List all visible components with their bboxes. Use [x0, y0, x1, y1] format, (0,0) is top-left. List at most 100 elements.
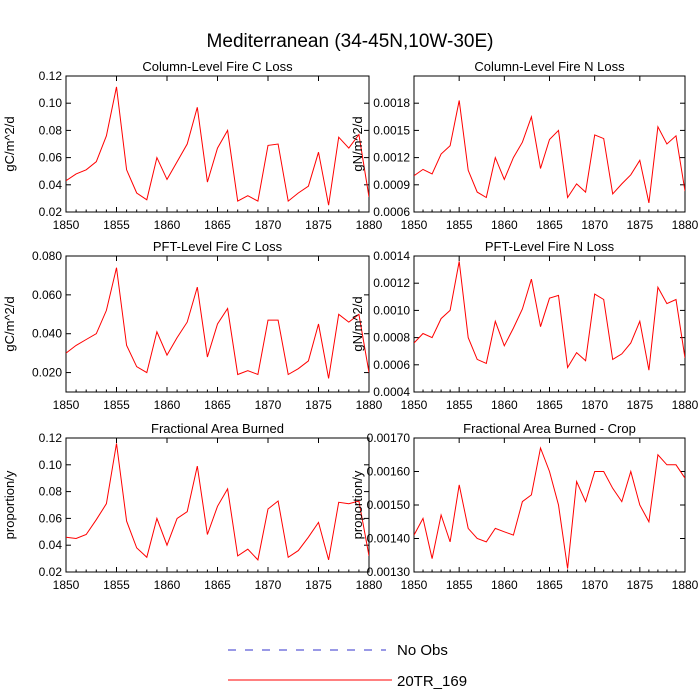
x-tick-label: 1860 — [491, 578, 518, 592]
y-tick-label: 0.04 — [39, 178, 63, 192]
panel-title: Column-Level Fire C Loss — [142, 59, 293, 74]
x-tick-label: 1865 — [536, 578, 563, 592]
x-tick-label: 1865 — [536, 398, 563, 412]
legend-obs-label: No Obs — [397, 642, 448, 659]
x-tick-label: 1850 — [53, 578, 80, 592]
y-tick-label: 0.04 — [39, 538, 63, 552]
panel-5: Fractional Area Burned proportion/y 1850 18… — [2, 421, 383, 592]
series-line-20tr-169 — [66, 86, 369, 206]
x-tick-label: 1870 — [255, 218, 282, 232]
y-tick-label: 0.08 — [39, 123, 63, 137]
panel-4: PFT-Level Fire N Loss gN/m^2/d 1850 1855 186… — [350, 239, 699, 412]
y-tick-label: 0.06 — [39, 151, 63, 165]
x-tick-label: 1855 — [103, 398, 130, 412]
series-line-20tr-169 — [66, 267, 369, 379]
legend-model-label: 20TR_169 — [397, 673, 467, 690]
y-tick-label: 0.00150 — [367, 498, 411, 512]
x-tick-label: 1850 — [401, 398, 428, 412]
series-line-20tr-169 — [414, 261, 685, 371]
y-axis-label: gN/m^2/d — [350, 296, 365, 351]
y-tick-label: 0.00130 — [367, 565, 411, 579]
y-tick-label: 0.0018 — [373, 96, 410, 110]
x-tick-label: 1865 — [204, 398, 231, 412]
y-tick-label: 0.0015 — [373, 123, 410, 137]
x-tick-label: 1850 — [401, 578, 428, 592]
y-tick-label: 0.12 — [39, 431, 63, 445]
x-tick-label: 1850 — [401, 218, 428, 232]
plot-frame — [413, 437, 686, 573]
x-tick-label: 1860 — [491, 398, 518, 412]
y-tick-label: 0.020 — [32, 366, 62, 380]
y-tick-label: 0.08 — [39, 485, 63, 499]
x-tick-label: 1870 — [255, 578, 282, 592]
y-tick-label: 0.040 — [32, 327, 62, 341]
x-tick-label: 1860 — [154, 398, 181, 412]
panel-2: Column-Level Fire N Loss gN/m^2/d 1850 1855… — [350, 59, 699, 232]
x-tick-label: 1880 — [356, 218, 383, 232]
plot-frame — [65, 75, 370, 213]
y-tick-label: 0.00160 — [367, 465, 411, 479]
y-tick-label: 0.0008 — [373, 331, 410, 345]
x-tick-label: 1855 — [103, 578, 130, 592]
x-tick-label: 1880 — [672, 578, 699, 592]
x-tick-label: 1850 — [53, 398, 80, 412]
x-tick-label: 1875 — [305, 398, 332, 412]
x-tick-label: 1870 — [255, 398, 282, 412]
plot-frame — [65, 437, 370, 573]
y-tick-label: 0.02 — [39, 565, 63, 579]
y-tick-label: 0.0012 — [373, 276, 410, 290]
x-tick-label: 1860 — [491, 218, 518, 232]
plot-frame — [413, 75, 686, 213]
y-axis-label: gN/m^2/d — [350, 116, 365, 171]
y-tick-label: 0.0009 — [373, 178, 410, 192]
x-tick-label: 1850 — [53, 218, 80, 232]
series-line-20tr-169 — [414, 100, 685, 204]
panel-6: Fractional Area Burned - Crop proportion/… — [350, 421, 699, 592]
y-axis-label: gC/m^2/d — [2, 116, 17, 171]
x-tick-label: 1865 — [204, 218, 231, 232]
panel-title: PFT-Level Fire C Loss — [153, 239, 283, 254]
panel-1: Column-Level Fire C Loss gC/m^2/d 1850 1855… — [2, 59, 383, 232]
panel-title: Fractional Area Burned — [151, 421, 284, 436]
y-tick-label: 0.10 — [39, 96, 63, 110]
x-tick-label: 1875 — [305, 578, 332, 592]
x-tick-label: 1860 — [154, 218, 181, 232]
y-tick-label: 0.0004 — [373, 385, 410, 399]
y-tick-label: 0.0014 — [373, 249, 410, 263]
x-tick-label: 1875 — [305, 218, 332, 232]
y-tick-label: 0.02 — [39, 205, 63, 219]
x-tick-label: 1870 — [581, 218, 608, 232]
x-tick-label: 1870 — [581, 578, 608, 592]
x-tick-label: 1860 — [154, 578, 181, 592]
x-tick-label: 1865 — [536, 218, 563, 232]
x-tick-label: 1855 — [446, 398, 473, 412]
y-tick-label: 0.10 — [39, 458, 63, 472]
panel-title: PFT-Level Fire N Loss — [485, 239, 615, 254]
y-axis-label: proportion/y — [350, 470, 365, 539]
plot-frame — [413, 255, 686, 393]
y-tick-label: 0.080 — [32, 249, 62, 263]
panel-title: Column-Level Fire N Loss — [474, 59, 625, 74]
y-tick-label: 0.0010 — [373, 303, 410, 317]
y-tick-label: 0.00140 — [367, 532, 411, 546]
x-tick-label: 1865 — [204, 578, 231, 592]
x-tick-label: 1880 — [672, 218, 699, 232]
y-axis-label: gC/m^2/d — [2, 296, 17, 351]
panel-3: PFT-Level Fire C Loss gC/m^2/d 1850 1855 186… — [2, 239, 383, 412]
y-tick-label: 0.06 — [39, 511, 63, 525]
y-tick-label: 0.12 — [39, 69, 63, 83]
x-tick-label: 1870 — [581, 398, 608, 412]
y-tick-label: 0.0006 — [373, 358, 410, 372]
y-tick-label: 0.060 — [32, 288, 62, 302]
x-tick-label: 1880 — [356, 398, 383, 412]
x-tick-label: 1875 — [626, 398, 653, 412]
x-tick-label: 1855 — [446, 218, 473, 232]
panels: Column-Level Fire C Loss gC/m^2/d 1850 1855… — [2, 59, 699, 592]
series-line-20tr-169 — [66, 443, 369, 561]
x-tick-label: 1855 — [446, 578, 473, 592]
x-tick-label: 1880 — [356, 578, 383, 592]
y-axis-label: proportion/y — [2, 470, 17, 539]
x-tick-label: 1880 — [672, 398, 699, 412]
x-tick-label: 1855 — [103, 218, 130, 232]
